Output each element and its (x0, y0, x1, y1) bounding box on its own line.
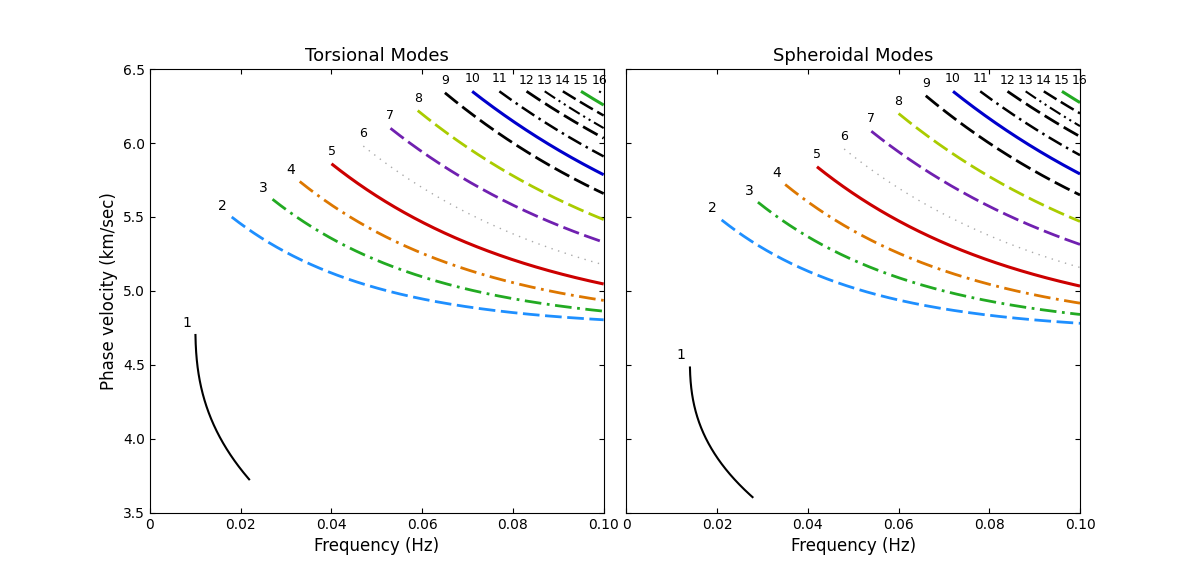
Text: 2: 2 (218, 199, 227, 213)
Text: 1: 1 (182, 316, 191, 329)
Text: 7: 7 (868, 112, 875, 126)
Text: 6: 6 (840, 130, 848, 143)
Text: 14: 14 (554, 74, 571, 87)
Text: 13: 13 (1018, 74, 1033, 87)
Text: 6: 6 (359, 127, 367, 140)
Text: 13: 13 (536, 74, 552, 87)
Text: 14: 14 (1036, 74, 1051, 87)
Text: 15: 15 (574, 74, 589, 87)
Text: 9: 9 (440, 74, 449, 87)
Text: 9: 9 (922, 77, 930, 90)
Text: 3: 3 (259, 181, 268, 195)
Text: 10: 10 (464, 73, 480, 85)
Text: 10: 10 (946, 73, 961, 85)
Text: 4: 4 (287, 163, 295, 177)
X-axis label: Frequency (Hz): Frequency (Hz) (791, 537, 916, 555)
Text: 16: 16 (1072, 74, 1088, 87)
Text: 16: 16 (592, 74, 607, 87)
Text: 11: 11 (972, 73, 988, 85)
Text: 2: 2 (708, 202, 718, 215)
Text: 1: 1 (677, 348, 685, 362)
Text: 4: 4 (772, 166, 781, 180)
Y-axis label: Phase velocity (km/sec): Phase velocity (km/sec) (100, 192, 118, 390)
Text: 12: 12 (518, 74, 534, 87)
Text: 8: 8 (414, 92, 421, 105)
Text: 3: 3 (745, 184, 754, 198)
Text: 15: 15 (1054, 74, 1070, 87)
Title: Spheroidal Modes: Spheroidal Modes (773, 47, 934, 65)
Text: 11: 11 (492, 73, 508, 85)
Text: 12: 12 (1000, 74, 1015, 87)
X-axis label: Frequency (Hz): Frequency (Hz) (314, 537, 439, 555)
Title: Torsional Modes: Torsional Modes (305, 47, 449, 65)
Text: 5: 5 (812, 148, 821, 161)
Text: 7: 7 (386, 109, 395, 122)
Text: 8: 8 (894, 94, 902, 108)
Text: 5: 5 (328, 145, 336, 158)
